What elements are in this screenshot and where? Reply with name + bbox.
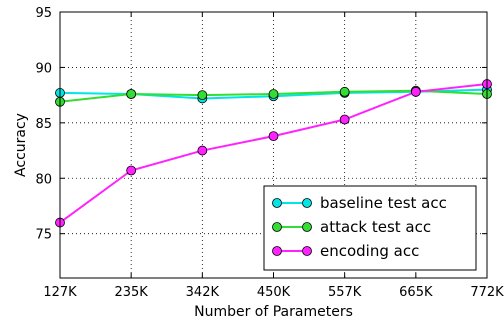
x-tick-label: 450K: [257, 285, 291, 300]
x-tick-label: 772K: [470, 285, 504, 300]
x-tick-label: 665K: [399, 285, 433, 300]
legend-marker: [272, 246, 282, 256]
data-point: [339, 114, 350, 125]
y-tick-label: 95: [35, 6, 52, 21]
x-tick-label: 557K: [328, 285, 362, 300]
y-axis-label: Accuracy: [13, 113, 29, 177]
legend-marker: [272, 222, 282, 232]
x-tick-label: 127K: [43, 285, 77, 300]
x-axis-label: Number of Parameters: [194, 304, 353, 320]
axis-ticks: [59, 11, 488, 278]
y-tick-label: 90: [35, 61, 52, 76]
grid-lines: [60, 12, 487, 278]
legend-marker: [302, 222, 312, 232]
data-point: [268, 131, 279, 142]
legend-label: encoding acc: [320, 242, 419, 260]
legend-marker: [302, 246, 312, 256]
legend-marker: [272, 198, 282, 208]
x-tick-label: 235K: [114, 285, 148, 300]
y-tick-label: 80: [35, 172, 52, 187]
data-point: [126, 89, 137, 99]
data-point: [197, 145, 208, 156]
x-tick-label: 342K: [186, 285, 220, 300]
legend-label: baseline test acc: [320, 194, 447, 212]
y-tick-label: 85: [35, 117, 52, 132]
y-tick-label: 75: [35, 228, 52, 243]
data-point: [410, 86, 421, 97]
legend: baseline test acc attack test acc encoding…: [263, 185, 477, 271]
data-point: [268, 89, 279, 99]
legend-label: attack test acc: [320, 218, 431, 236]
data-point: [339, 86, 350, 97]
data-point: [126, 165, 137, 176]
tick-labels: 127K 235K 342K 450K 557K 665K 772K 75 80 85 90 95: [35, 6, 504, 300]
legend-marker: [302, 198, 312, 208]
data-point: [197, 90, 208, 101]
